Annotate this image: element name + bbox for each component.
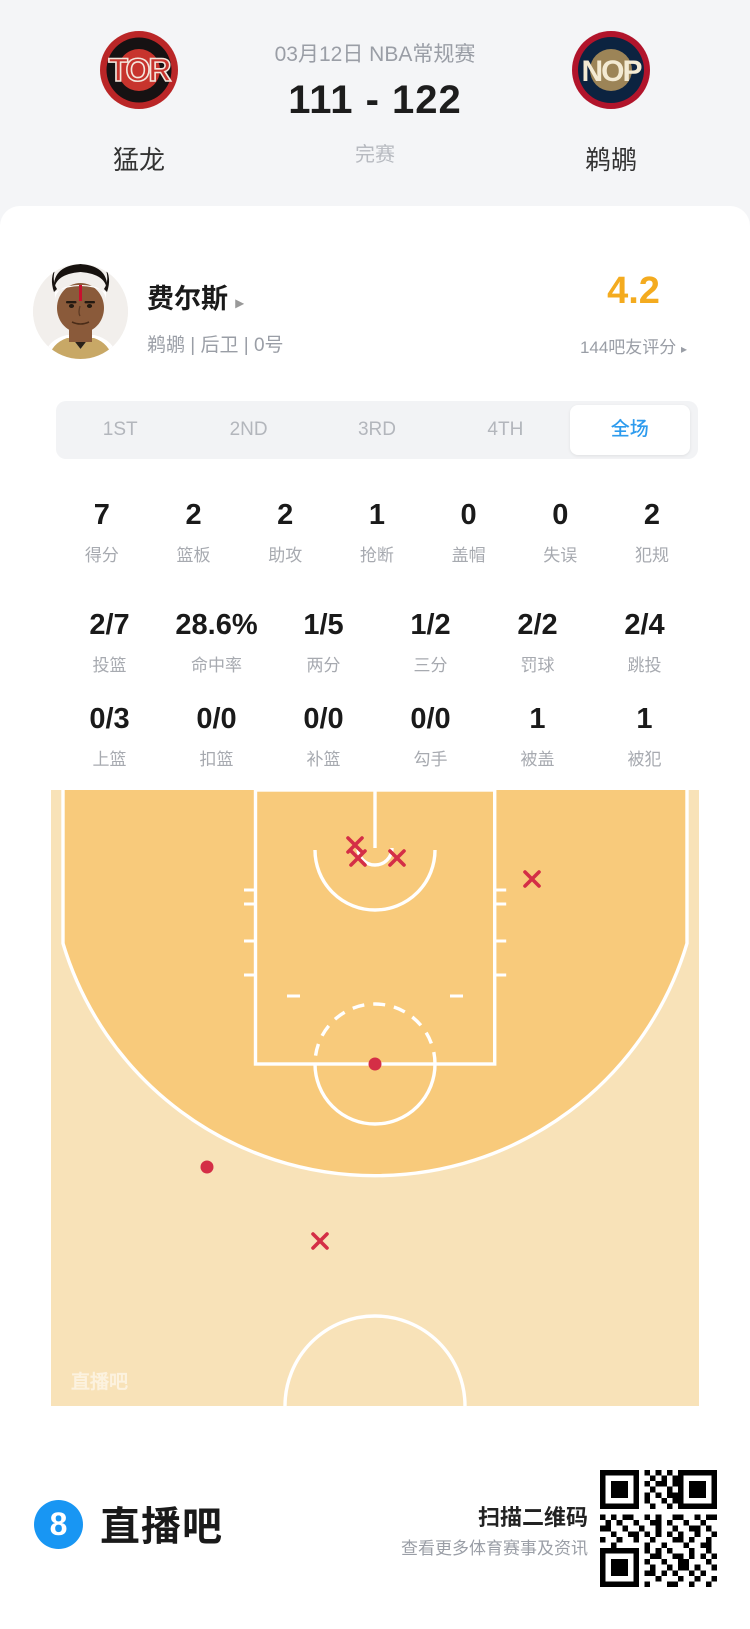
svg-text:8: 8 xyxy=(50,1506,68,1542)
svg-text:直播吧: 直播吧 xyxy=(71,1370,128,1393)
